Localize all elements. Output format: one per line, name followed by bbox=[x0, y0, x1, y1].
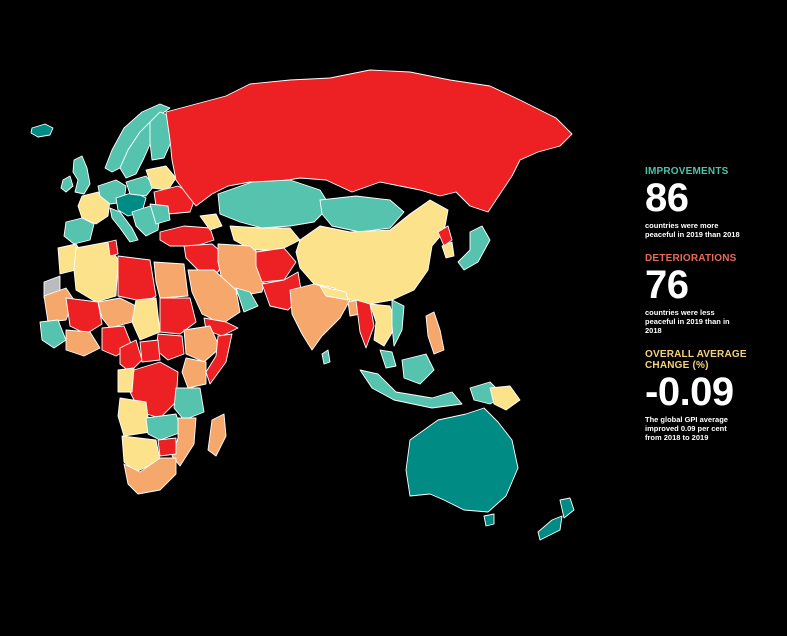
region-south-korea bbox=[441, 241, 455, 259]
region-ireland bbox=[60, 175, 74, 193]
average-change-number: -0.09 bbox=[645, 370, 734, 414]
region-russia bbox=[165, 69, 573, 213]
average-change-block: OVERALL AVERAGE CHANGE (%) -0.09 The glo… bbox=[645, 349, 780, 442]
deteriorations-block: DETERIORATIONS 76 countries were less pe… bbox=[645, 253, 780, 335]
region-south-africa bbox=[123, 457, 177, 495]
average-change-description: The global GPI average improved 0.09 per… bbox=[645, 415, 728, 442]
region-tasmania bbox=[483, 513, 495, 527]
region-uk bbox=[72, 155, 91, 195]
region-central-asia bbox=[229, 225, 301, 251]
region-baltics-belarus bbox=[145, 165, 177, 191]
region-mali bbox=[65, 297, 103, 335]
improvements-block: IMPROVEMENTS 86 countries were more peac… bbox=[645, 166, 780, 239]
deteriorations-heading: DETERIORATIONS bbox=[645, 253, 737, 264]
region-new-zealand bbox=[537, 497, 575, 541]
improvements-heading: IMPROVEMENTS bbox=[645, 166, 729, 177]
region-madagascar bbox=[207, 413, 227, 457]
region-iceland bbox=[30, 123, 54, 138]
region-png bbox=[489, 385, 521, 411]
region-caucasus bbox=[199, 213, 223, 231]
region-spain-portugal bbox=[63, 217, 95, 245]
region-somalia bbox=[205, 333, 233, 385]
region-tunisia bbox=[107, 239, 119, 257]
deteriorations-number: 76 bbox=[645, 263, 689, 307]
region-borneo bbox=[401, 353, 435, 385]
region-turkey bbox=[159, 225, 215, 247]
deteriorations-description: countries were less peaceful in 2019 tha… bbox=[645, 308, 730, 335]
region-kazakhstan bbox=[217, 179, 331, 229]
region-cameroon bbox=[119, 339, 143, 373]
region-italy bbox=[109, 207, 139, 243]
region-burkina-coast bbox=[65, 329, 101, 357]
region-romania bbox=[149, 203, 171, 225]
region-philippines bbox=[425, 311, 445, 355]
region-car bbox=[139, 339, 161, 363]
region-australia bbox=[405, 407, 519, 513]
region-congo-gabon bbox=[117, 367, 135, 393]
region-senegal-guinea bbox=[39, 319, 67, 349]
region-finland bbox=[149, 111, 173, 161]
region-gulf bbox=[235, 287, 259, 313]
region-syria-iraq bbox=[183, 243, 227, 273]
region-malaysia bbox=[379, 349, 397, 369]
region-myanmar bbox=[355, 299, 375, 349]
region-zimbabwe bbox=[157, 437, 177, 457]
region-sri-lanka bbox=[321, 349, 331, 365]
region-niger bbox=[97, 297, 137, 329]
region-egypt bbox=[153, 261, 189, 299]
improvements-number: 86 bbox=[645, 176, 689, 220]
region-chad bbox=[131, 297, 161, 341]
stats-panel: IMPROVEMENTS 86 countries were more peac… bbox=[645, 166, 780, 456]
region-mozambique bbox=[171, 417, 197, 467]
average-change-heading: OVERALL AVERAGE CHANGE (%) bbox=[645, 349, 747, 371]
region-zambia bbox=[145, 413, 183, 441]
region-thailand-laos bbox=[369, 303, 397, 347]
region-south-sudan bbox=[155, 333, 185, 361]
region-mongolia bbox=[319, 195, 405, 233]
region-north-korea bbox=[437, 225, 453, 247]
region-vietnam bbox=[391, 299, 405, 347]
region-ethiopia bbox=[183, 325, 221, 363]
region-nepal-bhutan bbox=[319, 285, 349, 301]
region-indonesia bbox=[359, 369, 463, 409]
improvements-description: countries were more peaceful in 2019 tha… bbox=[645, 221, 740, 239]
region-poland bbox=[125, 175, 155, 197]
region-japan bbox=[457, 225, 491, 271]
region-kenya bbox=[181, 357, 207, 389]
region-tanzania bbox=[173, 387, 205, 421]
region-angola bbox=[117, 397, 151, 437]
region-sudan bbox=[159, 297, 197, 335]
region-saudi-arabia bbox=[187, 269, 241, 325]
region-libya bbox=[117, 255, 157, 303]
